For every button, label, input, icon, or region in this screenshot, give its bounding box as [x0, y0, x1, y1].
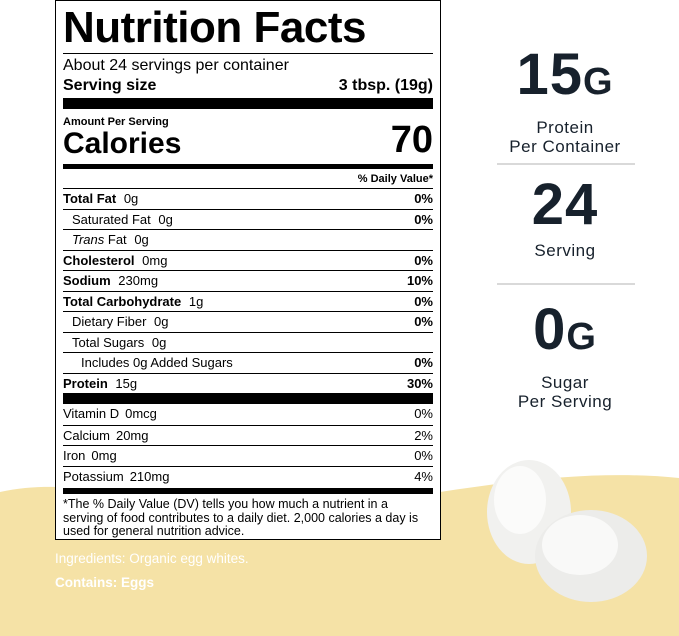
egg-highlight [542, 515, 618, 575]
vitamin-amount: 0mcg [125, 406, 157, 421]
nutrient-row: Total Fat 0g 0% [63, 188, 433, 210]
medium-rule [63, 488, 433, 494]
thick-rule [63, 393, 433, 404]
vitamin-dv: 4% [414, 468, 433, 484]
nutrient-name: Total Sugars [72, 334, 145, 350]
nutrient-name: Total Fat [63, 191, 117, 206]
stat-label: Sugar [541, 373, 589, 392]
nutrient-row: Total Sugars 0g [63, 331, 433, 354]
egg-highlight [494, 466, 546, 534]
nutrient-row: Dietary Fiber 0g 0% [63, 311, 433, 333]
nutrient-amount: 0g [158, 211, 173, 227]
vitamin-row: Iron 0mg 0% [63, 445, 433, 467]
footnote: *The % Daily Value (DV) tells you how mu… [63, 497, 419, 538]
nutrient-dv: 0% [414, 293, 433, 309]
vitamin-name: Iron [63, 448, 86, 463]
title: Nutrition Facts [63, 3, 366, 52]
nutrient-amount: 15g [115, 375, 138, 391]
nutrient-name: Dietary Fiber [72, 314, 147, 329]
nutrient-name: Cholesterol [63, 252, 135, 268]
nutrient-name: Protein [63, 375, 108, 391]
vitamin-dv: 0% [414, 406, 433, 421]
nutrient-amount: 0g [134, 232, 149, 247]
nutrient-name: Sodium [63, 273, 111, 288]
vitamin-amount: 20mg [115, 427, 149, 443]
nutrient-amount: 0g [123, 191, 139, 206]
nutrient-row: Total Carbohydrate 1g 0% [63, 290, 433, 313]
nutrient-name: Saturated Fat [72, 211, 151, 227]
nutrient-amount: 1g [188, 293, 204, 309]
dv-header: % Daily Value* [357, 173, 433, 185]
medium-rule [63, 164, 433, 169]
stat-value: 24 [480, 175, 650, 235]
contains: Contains: Eggs [55, 575, 155, 590]
vitamin-name: Vitamin D [63, 406, 120, 421]
vitamin-amount: 0mg [91, 448, 117, 463]
stat: 24 Serving [480, 175, 650, 261]
nutrient-name: Total Carbohydrate [63, 293, 182, 309]
nutrient-row: Protein 15g 30% [63, 372, 433, 395]
stat-value: 15G [480, 45, 650, 112]
vitamin-row: Potassium 210mg 4% [63, 465, 433, 488]
nutrient-row: Cholesterol 0mg 0% [63, 249, 433, 272]
nutrient-row: Includes 0g Added Sugars 0% [63, 352, 433, 374]
stat-number: 0 [533, 297, 567, 362]
nutrient-dv: 0% [414, 355, 433, 370]
vitamin-name: Potassium [63, 468, 124, 484]
calories: 70 [390, 119, 433, 161]
divider [497, 163, 635, 165]
vitamin-amount: 210mg [129, 468, 170, 484]
serving-size: 3 tbsp. (19g) [338, 77, 433, 94]
vitamin-dv: 0% [414, 448, 433, 463]
serving-size-label: Serving size [63, 77, 157, 94]
vitamin-row: Vitamin D 0mcg 0% [63, 404, 433, 425]
nutrient-amount: 0g [154, 314, 169, 329]
amount-per-serving: Amount Per Serving [63, 116, 169, 128]
nutrient-amount: 0g [151, 334, 167, 350]
nutrient-name-italic: Trans [72, 232, 105, 247]
stat-label: Protein [536, 118, 594, 137]
nutrient-dv: 0% [414, 191, 433, 206]
stat: 15G Protein Per Container [480, 45, 650, 157]
stat-label: Per Serving [517, 392, 613, 411]
vitamin-name: Calcium [63, 427, 110, 443]
nutrient-dv: 0% [414, 211, 433, 227]
vitamin-row: Calcium 20mg 2% [63, 424, 433, 447]
nutrition-label: Nutrition Facts About 24 servings per co… [55, 0, 441, 540]
nutrient-row: Sodium 230mg 10% [63, 270, 433, 292]
stat-unit: G [582, 61, 614, 103]
thick-rule [63, 98, 433, 109]
nutrient-dv: 0% [414, 252, 433, 268]
nutrient-amount: 0mg [142, 252, 168, 268]
nutrient-dv: 30% [406, 375, 433, 391]
calories-label: Calories [63, 127, 182, 160]
nutrient-name: Fat [107, 232, 127, 247]
nutrient-amount: 230mg [118, 273, 159, 288]
stat-label: Serving [534, 241, 596, 260]
nutrient-dv: 10% [406, 273, 433, 288]
vitamin-dv: 2% [414, 427, 433, 443]
stat-number: 24 [531, 172, 599, 237]
nutrient-dv: 0% [414, 314, 433, 329]
stat: 0G Sugar Per Serving [480, 300, 650, 412]
stat-value: 0G [480, 300, 650, 367]
nutrient-row: Saturated Fat 0g 0% [63, 208, 433, 231]
nutrient-row: Trans Fat 0g [63, 229, 433, 251]
servings: About 24 servings per container [63, 57, 289, 74]
stat-unit: G [566, 316, 597, 358]
stat-label: Per Container [509, 137, 621, 156]
stat-number: 15 [516, 42, 583, 107]
nutrient-name: Includes 0g Added Sugars [81, 355, 233, 370]
divider [497, 283, 635, 285]
ingredients: Ingredients: Organic egg whites. [55, 551, 249, 566]
